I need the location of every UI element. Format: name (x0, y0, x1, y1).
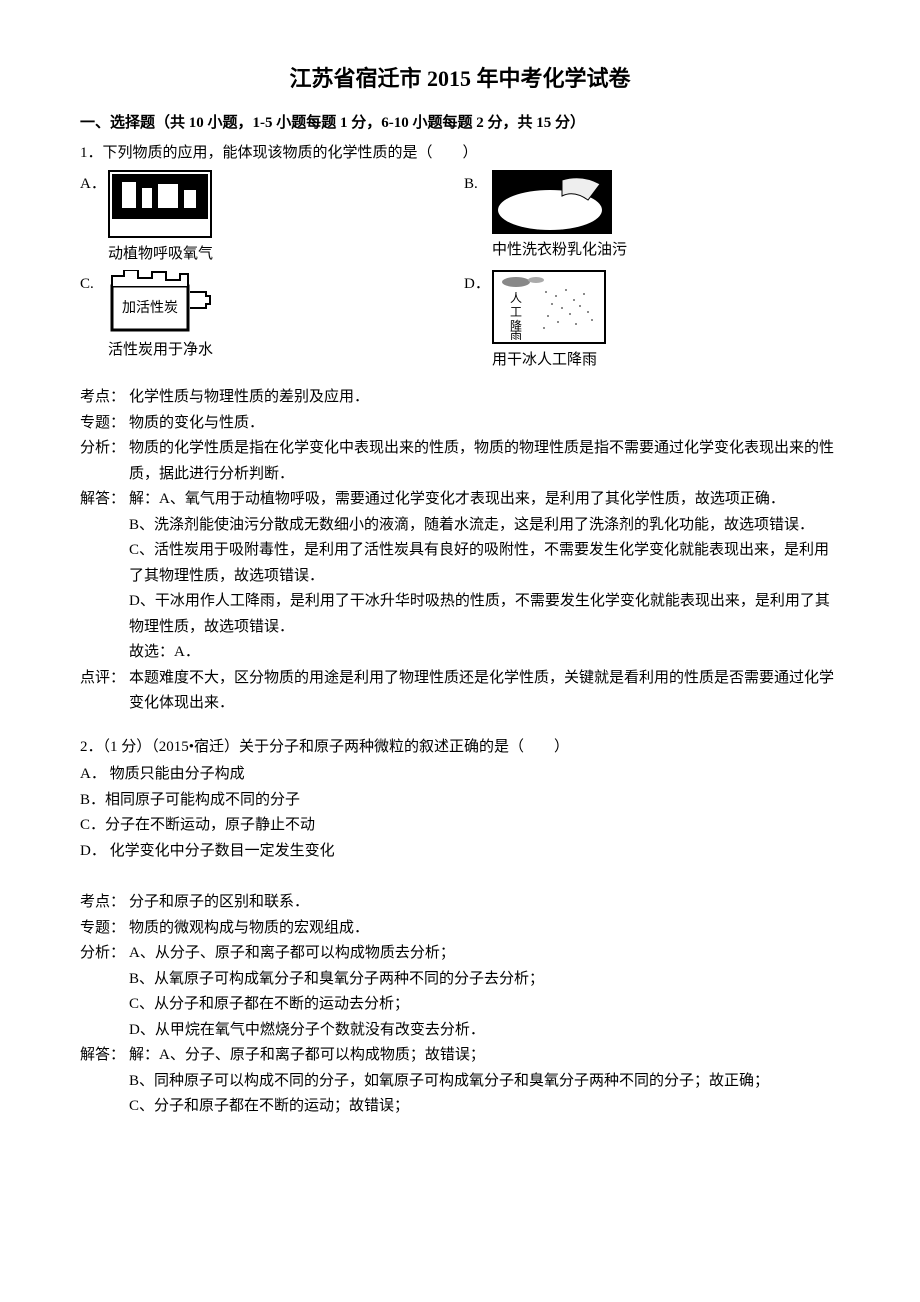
row-value: 物质的化学性质是指在化学变化中表现出来的性质，物质的物理性质是指不需要通过化学变… (129, 436, 840, 487)
analysis-para: D、干冰用作人工降雨，是利用了干冰升华时吸热的性质，不需要发生化学变化就能表现出… (129, 589, 840, 640)
row-label: 解答： (80, 1043, 129, 1120)
analysis-para: 解：A、氧气用于动植物呼吸，需要通过化学变化才表现出来，是利用了其化学性质，故选… (129, 487, 840, 513)
table-row: 专题： 物质的微观构成与物质的宏观组成． (80, 916, 769, 942)
row-value: 解：A、分子、原子和离子都可以构成物质；故错误； B、同种原子可以构成不同的分子… (129, 1043, 769, 1120)
q1-img-c: 加活性炭 (108, 270, 218, 334)
table-row: 解答： 解：A、分子、原子和离子都可以构成物质；故错误； B、同种原子可以构成不… (80, 1043, 769, 1120)
q1-opt-c-letter: C. (80, 270, 100, 298)
analysis-para: B、从氧原子可构成氧分子和臭氧分子两种不同的分子去分析； (129, 967, 769, 993)
q1-img-b (492, 170, 612, 234)
analysis-para: B、同种原子可以构成不同的分子，如氧原子可构成氧分子和臭氧分子两种不同的分子；故… (129, 1069, 769, 1095)
table-row: 解答： 解：A、氧气用于动植物呼吸，需要通过化学变化才表现出来，是利用了其化学性… (80, 487, 840, 666)
analysis-para: 化学性质与物理性质的差别及应用． (129, 385, 840, 411)
table-row: 专题： 物质的变化与性质． (80, 411, 840, 437)
table-row: 点评： 本题难度不大，区分物质的用途是利用了物理性质还是化学性质，关键就是看利用… (80, 666, 840, 717)
q2-stem: 2．（1 分）（2015•宿迁）关于分子和原子两种微粒的叙述正确的是（ ） (80, 735, 840, 761)
q1-opt-b: 中性洗衣粉乳化油污 (492, 170, 840, 264)
q2-options: A． 物质只能由分子构成 B．相同原子可能构成不同的分子 C．分子在不断运动，原… (80, 762, 840, 864)
q2-opt-d-text: 化学变化中分子数目一定发生变化 (110, 843, 335, 859)
row-value: A、从分子、原子和离子都可以构成物质去分析； B、从氧原子可构成氧分子和臭氧分子… (129, 941, 769, 1043)
row-value: 本题难度不大，区分物质的用途是利用了物理性质还是化学性质，关键就是看利用的性质是… (129, 666, 840, 717)
q2-opt-d: D． 化学变化中分子数目一定发生变化 (80, 839, 840, 865)
q1-img-d: 人 工 降 雨 (492, 270, 606, 344)
q1-caption-d: 用干冰人工降雨 (492, 348, 840, 374)
analysis-para: D、从甲烷在氧气中燃烧分子个数就没有改变去分析． (129, 1018, 769, 1044)
table-row: 考点： 化学性质与物理性质的差别及应用． (80, 385, 840, 411)
q2-opt-a-text: 物质只能由分子构成 (110, 766, 245, 782)
row-value: 物质的变化与性质． (129, 411, 840, 437)
row-label: 分析： (80, 941, 129, 1043)
svg-text:人: 人 (510, 291, 522, 305)
row-label: 考点： (80, 385, 129, 411)
q1-caption-b: 中性洗衣粉乳化油污 (492, 238, 840, 264)
row-label: 考点： (80, 890, 129, 916)
analysis-para: 物质的变化与性质． (129, 411, 840, 437)
row-value: 分子和原子的区别和联系． (129, 890, 769, 916)
analysis-para: 本题难度不大，区分物质的用途是利用了物理性质还是化学性质，关键就是看利用的性质是… (129, 666, 840, 717)
row-label: 解答： (80, 487, 129, 666)
svg-text:工: 工 (510, 305, 522, 319)
table-row: 考点： 分子和原子的区别和联系． (80, 890, 769, 916)
analysis-para: 故选：A． (129, 640, 840, 666)
q2-opt-d-letter: D． (80, 843, 106, 859)
q1-caption-a: 动植物呼吸氧气 (108, 242, 456, 268)
q2-opt-b: B．相同原子可能构成不同的分子 (80, 788, 840, 814)
analysis-para: C、从分子和原子都在不断的运动去分析； (129, 992, 769, 1018)
analysis-para: 物质的微观构成与物质的宏观组成． (129, 916, 769, 942)
q1-img-c-text: 加活性炭 (122, 300, 178, 316)
q2-analysis: 考点： 分子和原子的区别和联系． 专题： 物质的微观构成与物质的宏观组成． 分析… (80, 890, 769, 1120)
q1-analysis: 考点： 化学性质与物理性质的差别及应用． 专题： 物质的变化与性质． 分析： 物… (80, 385, 840, 717)
q1-stem: 1．下列物质的应用，能体现该物质的化学性质的是（ ） (80, 141, 840, 167)
q1-options: A． 动植物呼吸氧气 B. 中性洗衣粉乳化油污 C. (80, 170, 840, 373)
q1-img-a (108, 170, 212, 238)
table-row: 分析： A、从分子、原子和离子都可以构成物质去分析； B、从氧原子可构成氧分子和… (80, 941, 769, 1043)
row-label: 分析： (80, 436, 129, 487)
q2-opt-c: C．分子在不断运动，原子静止不动 (80, 813, 840, 839)
analysis-para: A、从分子、原子和离子都可以构成物质去分析； (129, 941, 769, 967)
row-value: 解：A、氧气用于动植物呼吸，需要通过化学变化才表现出来，是利用了其化学性质，故选… (129, 487, 840, 666)
q1-opt-b-letter: B. (464, 170, 484, 198)
analysis-para: 分子和原子的区别和联系． (129, 890, 769, 916)
analysis-para: C、分子和原子都在不断的运动；故错误； (129, 1094, 769, 1120)
analysis-para: C、活性炭用于吸附毒性，是利用了活性炭具有良好的吸附性，不需要发生化学变化就能表… (129, 538, 840, 589)
row-label: 专题： (80, 411, 129, 437)
svg-text:雨: 雨 (510, 329, 522, 340)
row-label: 点评： (80, 666, 129, 717)
analysis-para: 物质的化学性质是指在化学变化中表现出来的性质，物质的物理性质是指不需要通过化学变… (129, 436, 840, 487)
analysis-para: 解：A、分子、原子和离子都可以构成物质；故错误； (129, 1043, 769, 1069)
page-title: 江苏省宿迁市 2015 年中考化学试卷 (80, 60, 840, 97)
row-value: 物质的微观构成与物质的宏观组成． (129, 916, 769, 942)
table-row: 分析： 物质的化学性质是指在化学变化中表现出来的性质，物质的物理性质是指不需要通… (80, 436, 840, 487)
row-value: 化学性质与物理性质的差别及应用． (129, 385, 840, 411)
q1-opt-d-letter: D． (464, 270, 484, 298)
row-label: 专题： (80, 916, 129, 942)
q1-opt-a: 动植物呼吸氧气 (108, 170, 456, 268)
q1-opt-c: 加活性炭 活性炭用于净水 (108, 270, 456, 364)
q1-caption-c: 活性炭用于净水 (108, 338, 456, 364)
q1-opt-a-letter: A． (80, 170, 100, 198)
q2-opt-a: A． 物质只能由分子构成 (80, 762, 840, 788)
q1-opt-d: 人 工 降 雨 用干冰人工降雨 (492, 270, 840, 374)
q2-opt-a-letter: A． (80, 766, 106, 782)
section-header: 一、选择题（共 10 小题，1-5 小题每题 1 分，6-10 小题每题 2 分… (80, 111, 840, 137)
analysis-para: B、洗涤剂能使油污分散成无数细小的液滴，随着水流走，这是利用了洗涤剂的乳化功能，… (129, 513, 840, 539)
